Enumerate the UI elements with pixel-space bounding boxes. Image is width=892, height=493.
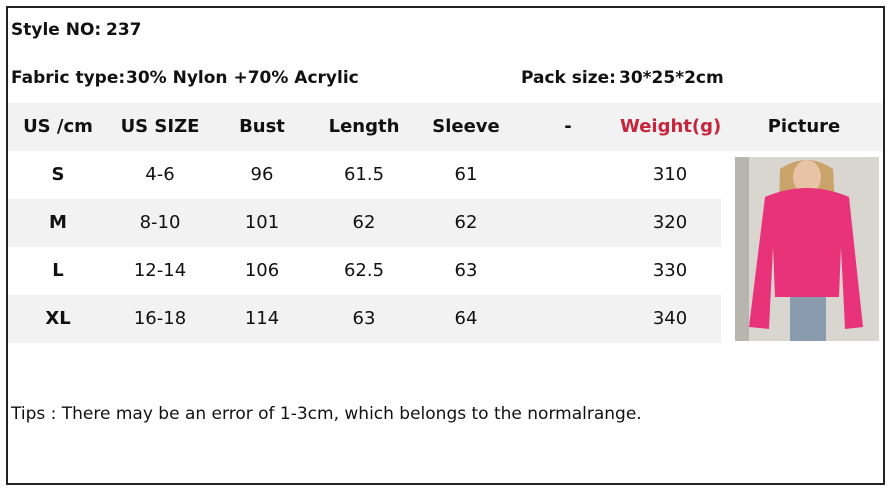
column-header: Picture	[767, 116, 841, 137]
column-header: Sleeve	[432, 116, 500, 137]
column-header: -	[564, 116, 572, 137]
column-header: Weight(g)	[620, 116, 722, 137]
column-header: US /cm	[23, 116, 93, 137]
table-cell: 61.5	[343, 164, 385, 185]
table-cell: 62	[454, 212, 478, 233]
table-cell: 4-6	[145, 164, 175, 185]
table-cell: M	[49, 212, 67, 233]
table-cell: 340	[652, 308, 688, 329]
column-header: Length	[328, 116, 400, 137]
table-cell: XL	[45, 308, 71, 329]
fabric-label: Fabric type:	[11, 68, 126, 88]
frame	[6, 6, 885, 485]
table-cell: 106	[244, 260, 280, 281]
table-cell: 320	[652, 212, 688, 233]
pack-value: 30*25*2cm	[619, 68, 724, 88]
style-value: 237	[106, 20, 142, 40]
row-band	[8, 199, 721, 247]
table-cell: 96	[250, 164, 274, 185]
table-cell: 64	[454, 308, 478, 329]
fabric-value: 30% Nylon +70% Acrylic	[126, 68, 359, 88]
table-cell: 101	[244, 212, 280, 233]
table-cell: 63	[352, 308, 376, 329]
table-cell: 8-10	[139, 212, 181, 233]
column-header: Bust	[239, 116, 285, 137]
table-cell: 62.5	[343, 260, 385, 281]
header-band	[8, 103, 883, 151]
product-picture	[735, 157, 879, 341]
table-cell: L	[52, 260, 64, 281]
table-cell: 114	[244, 308, 280, 329]
table-cell: 330	[652, 260, 688, 281]
table-cell: 61	[454, 164, 478, 185]
table-cell: S	[51, 164, 65, 185]
style-label: Style NO:	[11, 20, 102, 40]
tips: Tips : There may be an error of 1-3cm, w…	[11, 404, 642, 424]
table-cell: 16-18	[133, 308, 187, 329]
row-band	[8, 295, 721, 343]
table-cell: 310	[652, 164, 688, 185]
table-cell: 62	[352, 212, 376, 233]
table-cell: 12-14	[133, 260, 187, 281]
column-header: US SIZE	[120, 116, 200, 137]
pack-label: Pack size:	[521, 68, 616, 88]
table-cell: 63	[454, 260, 478, 281]
